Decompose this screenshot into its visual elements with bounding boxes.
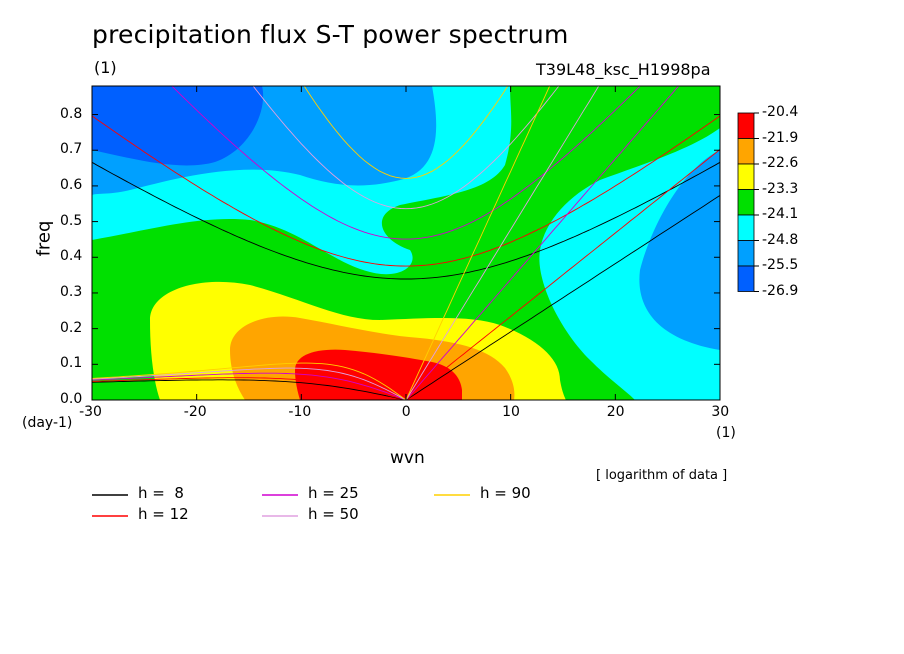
kelvin-curve-h25 [405, 86, 680, 400]
y-tick-label: 0.5 [60, 212, 83, 229]
x-axis-unit: (1) [716, 425, 736, 441]
legend-label-h12: h = 12 [138, 505, 189, 523]
colorbar-label: -22.6 [762, 155, 799, 171]
rossby-curve-h8 [92, 379, 407, 400]
legend-label-h90: h = 90 [480, 484, 531, 502]
colorbar-label: -21.9 [762, 129, 799, 146]
x-tick-label: 20 [606, 404, 625, 420]
colorbar-swatch [737, 240, 755, 267]
kelvin-curve-h50 [405, 86, 600, 400]
legend-lines [92, 494, 470, 517]
rossby-curve-h25 [92, 372, 407, 400]
contour-region-7 [295, 349, 462, 400]
x-tick-label: 0 [401, 404, 411, 420]
dispersion-curves [92, 86, 720, 400]
unit-label: (1) [94, 58, 117, 77]
legend-label-h25: h = 25 [308, 484, 359, 502]
run-name: T39L48_ksc_H1998pa [536, 60, 711, 79]
colorbar-label: -23.3 [762, 180, 799, 197]
legend-label-h50: h = 50 [308, 505, 359, 523]
gravity-curve-h12 [92, 115, 720, 267]
x-tick-label: 30 [711, 404, 730, 420]
colorbar-label: -20.4 [762, 104, 799, 120]
colorbar-swatch [737, 112, 755, 139]
kelvin-curve-h90 [405, 86, 551, 400]
gravity-curve-h25 [171, 86, 641, 240]
axis-ticks [91, 86, 721, 401]
colorbar-swatch [737, 265, 755, 292]
y-axis-unit: (day-1) [22, 415, 73, 431]
rossby-curve-h90 [92, 362, 407, 400]
colorbar-swatch [737, 214, 755, 241]
gravity-curve-h50 [252, 86, 560, 210]
colorbar-label: -24.8 [762, 231, 799, 248]
x-axis-label: wvn [390, 448, 425, 468]
kelvin-curve-h8 [405, 195, 720, 400]
x-tick-label: 10 [502, 404, 520, 420]
gravity-curve-h90 [303, 86, 509, 179]
colorbar-label: -25.5 [762, 257, 799, 273]
x-tick-label: -30 [79, 404, 102, 420]
y-tick-label: 0.3 [60, 283, 83, 300]
gravity-curve-h8 [92, 161, 720, 280]
x-tick-label: -10 [288, 404, 312, 420]
colorbar-swatch [737, 189, 755, 216]
contour-region-2 [639, 150, 720, 350]
colorbar-swatch [737, 163, 755, 190]
y-axis-label: freq [33, 220, 55, 257]
colorbar-label: -24.1 [762, 206, 799, 222]
colorbar-label: -26.9 [762, 282, 799, 299]
log-note: [ logarithm of data ] [596, 468, 728, 483]
x-tick-label: -20 [183, 404, 207, 420]
legend-label-h8: h = 8 [138, 484, 184, 502]
y-tick-label: 0.4 [60, 248, 83, 265]
y-tick-label: 0.6 [60, 176, 83, 193]
kelvin-curve-h12 [405, 149, 720, 400]
y-tick-label: 0.7 [60, 141, 83, 158]
y-tick-label: 0.2 [60, 319, 83, 336]
chart-title: precipitation flux S-T power spectrum [92, 20, 569, 49]
y-tick-label: 0.0 [60, 391, 83, 407]
rossby-curve-h12 [92, 377, 407, 400]
contour-fills [92, 86, 720, 400]
colorbar [737, 112, 759, 292]
rossby-curve-h50 [92, 367, 407, 400]
y-tick-label: 0.8 [60, 105, 83, 122]
y-tick-label: 0.1 [60, 355, 83, 372]
colorbar-swatch [737, 138, 755, 165]
